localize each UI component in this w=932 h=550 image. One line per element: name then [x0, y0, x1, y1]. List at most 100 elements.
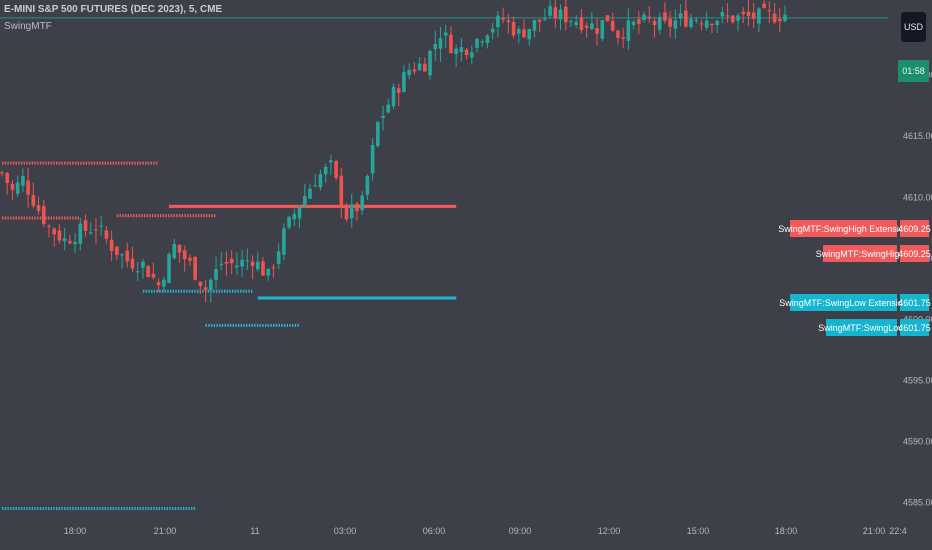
candle-body [52, 228, 56, 235]
candle-body [689, 18, 693, 28]
candle-body [720, 12, 725, 17]
candle-body [120, 254, 124, 256]
candle-body [751, 12, 756, 19]
candle-body [224, 261, 229, 264]
symbol-title[interactable]: E-MINI S&P 500 FUTURES (DEC 2023), 5, CM… [4, 4, 223, 15]
candle-body [731, 15, 735, 23]
candle-body [423, 63, 427, 72]
candle-body [746, 11, 751, 17]
candle-body [235, 265, 239, 268]
swing-low-extension-name: SwingMTF:SwingLow Extension [779, 294, 908, 311]
candle-body [172, 243, 177, 259]
candle-body [569, 20, 573, 22]
candle-body [349, 204, 354, 219]
candle-body [694, 20, 699, 22]
candle-body [558, 9, 563, 20]
candle-body [162, 279, 166, 287]
candle-body [329, 160, 333, 163]
candle-body [501, 18, 505, 20]
candle-body [339, 175, 344, 206]
time-tick-label: 21:00 [154, 526, 177, 536]
price-scale-labels: 4620.004615.004610.004605.004600.004595.… [903, 70, 932, 507]
candle-body [631, 21, 636, 26]
candle-body [678, 13, 683, 19]
candlesticks [0, 0, 787, 303]
candle-body [57, 230, 62, 241]
candle-body [0, 172, 4, 174]
candle-body [767, 10, 772, 12]
candle-body [26, 180, 30, 195]
candle-body [88, 232, 93, 234]
candle-body [21, 176, 25, 186]
swing-low-name: SwingMTF:SwingLow [818, 319, 905, 336]
candle-body [318, 174, 323, 188]
candle-body [62, 238, 67, 242]
time-axis-labels: 18:00 21:00 11 03:00 06:00 09:00 12:00 15:00 18:… [64, 526, 907, 536]
candle-body [485, 35, 490, 43]
candle-body [647, 16, 652, 19]
candle-body [41, 206, 46, 225]
candle-body [381, 115, 385, 119]
candle-body [652, 20, 657, 26]
currency-button[interactable]: USD [901, 12, 926, 42]
candle-body [621, 37, 625, 39]
candle-body [772, 13, 777, 23]
candle-body [214, 268, 218, 280]
swing-high-extension-name: SwingMTF:SwingHigh Extension [778, 220, 909, 237]
candle-body [642, 14, 646, 21]
candle-body [777, 18, 782, 22]
candle-body [668, 18, 672, 27]
time-tick-label: 18:00 [775, 526, 798, 536]
candle-body [109, 239, 114, 251]
candle-body [605, 15, 610, 22]
candle-body [699, 23, 704, 25]
candle-body [470, 52, 474, 58]
candle-body [115, 246, 119, 255]
candle-body [433, 43, 438, 50]
candle-body [449, 34, 453, 53]
candle-body [522, 29, 526, 38]
candle-body [297, 206, 302, 219]
price-tick-label: 4615.00 [903, 131, 932, 141]
candle-body [496, 15, 500, 28]
candle-body [245, 260, 250, 262]
swing-high-name: SwingMTF:SwingHigh [816, 245, 904, 262]
candle-body [511, 22, 516, 36]
candle-body [99, 225, 103, 227]
candle-body [308, 188, 312, 199]
candle-body [725, 15, 730, 17]
candle-body [684, 10, 688, 27]
candle-body [553, 7, 558, 19]
candle-body [83, 220, 88, 231]
candle-body [438, 38, 443, 49]
candle-body [480, 41, 485, 43]
swing-low-value: 4601.75 [898, 319, 931, 336]
candle-body [209, 279, 213, 291]
candle-body [31, 195, 36, 206]
price-tick-label: 4595.00 [903, 375, 932, 385]
candle-body [506, 20, 511, 22]
candle-body [146, 266, 150, 277]
candle-body [417, 63, 422, 70]
candle-body [271, 267, 276, 269]
candle-body [266, 268, 271, 276]
candle-body [193, 256, 197, 280]
candle-body [203, 287, 208, 290]
indicator-name[interactable]: SwingMTF [4, 21, 52, 32]
candle-body [527, 28, 532, 40]
candle-body [454, 48, 458, 55]
candle-body [459, 47, 464, 53]
candle-body [151, 273, 156, 278]
time-tick-label: 03:00 [334, 526, 357, 536]
candle-body [516, 28, 521, 34]
candle-body [10, 183, 15, 190]
candle-body [407, 69, 411, 76]
candle-body [736, 15, 740, 21]
candle-body [355, 203, 359, 212]
candle-body [104, 230, 109, 239]
time-tick-label: 18:00 [64, 526, 87, 536]
time-tick-label: 12:00 [598, 526, 621, 536]
candle-body [616, 30, 620, 38]
